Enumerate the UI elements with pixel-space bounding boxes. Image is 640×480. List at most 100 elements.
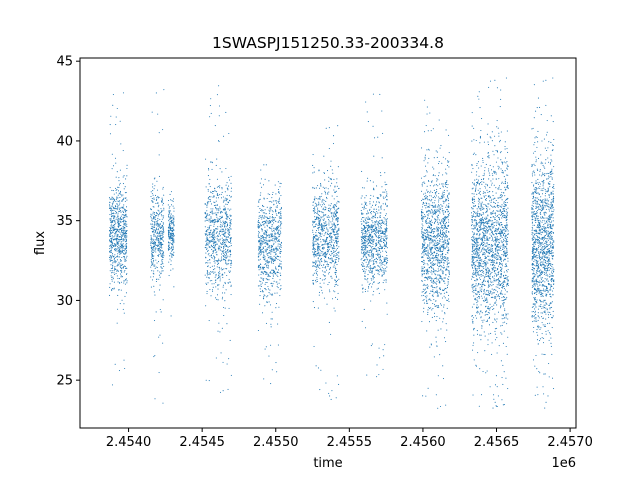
data-point [446, 164, 449, 167]
data-point [422, 201, 425, 203]
data-point [212, 235, 214, 237]
data-point [270, 219, 272, 222]
data-point [426, 231, 428, 233]
data-point [219, 249, 221, 251]
data-point [317, 264, 319, 266]
data-point [217, 208, 219, 210]
data-point [337, 232, 339, 235]
data-point [111, 278, 113, 281]
data-point [362, 268, 364, 271]
data-point [168, 218, 170, 220]
data-point [123, 197, 125, 199]
data-point [326, 198, 328, 200]
data-point [227, 208, 229, 210]
data-point [383, 257, 385, 259]
data-point [384, 289, 386, 291]
data-point [224, 209, 226, 211]
data-point [214, 188, 216, 190]
data-point [384, 196, 386, 198]
data-point [258, 226, 260, 228]
data-point [219, 206, 221, 208]
data-point [110, 224, 112, 226]
data-point [225, 203, 227, 205]
data-point [124, 295, 126, 297]
data-point [436, 189, 438, 191]
data-point [433, 185, 435, 187]
data-point [125, 191, 127, 194]
data-point [380, 269, 382, 271]
data-point [208, 225, 210, 227]
data-point [363, 238, 365, 240]
data-point [274, 233, 276, 235]
data-point [368, 212, 370, 214]
data-point [229, 223, 231, 225]
data-point [431, 242, 433, 244]
data-point [224, 207, 226, 209]
data-point [318, 217, 320, 219]
data-point [161, 270, 163, 272]
data-point [319, 264, 321, 266]
data-point [125, 257, 127, 259]
data-point [265, 260, 267, 262]
data-point [207, 249, 209, 251]
data-point [269, 217, 271, 219]
data-point [112, 228, 114, 230]
data-point [160, 208, 162, 210]
data-point [116, 217, 118, 219]
data-point [423, 272, 425, 274]
data-point [230, 260, 232, 262]
data-point [360, 220, 362, 223]
data-point [326, 261, 328, 263]
data-point [266, 302, 268, 304]
data-point [217, 248, 219, 250]
data-point [338, 187, 340, 189]
data-point [265, 164, 267, 166]
data-point [208, 380, 210, 382]
data-point [315, 216, 318, 218]
data-point [230, 245, 232, 247]
data-point [158, 274, 160, 276]
data-point [371, 343, 373, 345]
data-point [325, 214, 327, 216]
data-point [226, 198, 228, 200]
data-point [334, 291, 336, 293]
data-point [319, 197, 321, 199]
data-point [224, 281, 226, 284]
data-point [272, 277, 274, 279]
data-point [421, 321, 423, 323]
data-point [214, 268, 216, 270]
data-point [227, 230, 229, 232]
data-point [267, 275, 269, 277]
data-point [226, 194, 228, 196]
data-point [123, 216, 125, 218]
data-point [221, 292, 224, 294]
data-point [152, 200, 154, 203]
data-point [116, 250, 118, 252]
data-point [115, 192, 117, 194]
data-point [224, 225, 226, 227]
data-point [312, 262, 314, 264]
data-point [317, 214, 319, 216]
data-point [333, 264, 335, 266]
data-point [270, 236, 272, 238]
data-point [313, 245, 315, 247]
data-point [271, 236, 274, 238]
data-point [114, 157, 117, 159]
data-point [280, 263, 282, 265]
data-point [151, 249, 153, 251]
data-point [118, 221, 120, 223]
data-point [270, 344, 272, 346]
data-point [222, 228, 224, 230]
data-point [126, 230, 128, 232]
data-point [219, 185, 221, 187]
data-point [437, 239, 439, 241]
data-point [384, 344, 386, 346]
data-point [170, 218, 172, 220]
data-point [160, 233, 162, 235]
data-point [267, 242, 269, 244]
data-point [386, 221, 388, 223]
data-point [213, 201, 215, 203]
data-point [215, 357, 217, 359]
data-point [377, 241, 379, 243]
data-point [437, 201, 440, 203]
